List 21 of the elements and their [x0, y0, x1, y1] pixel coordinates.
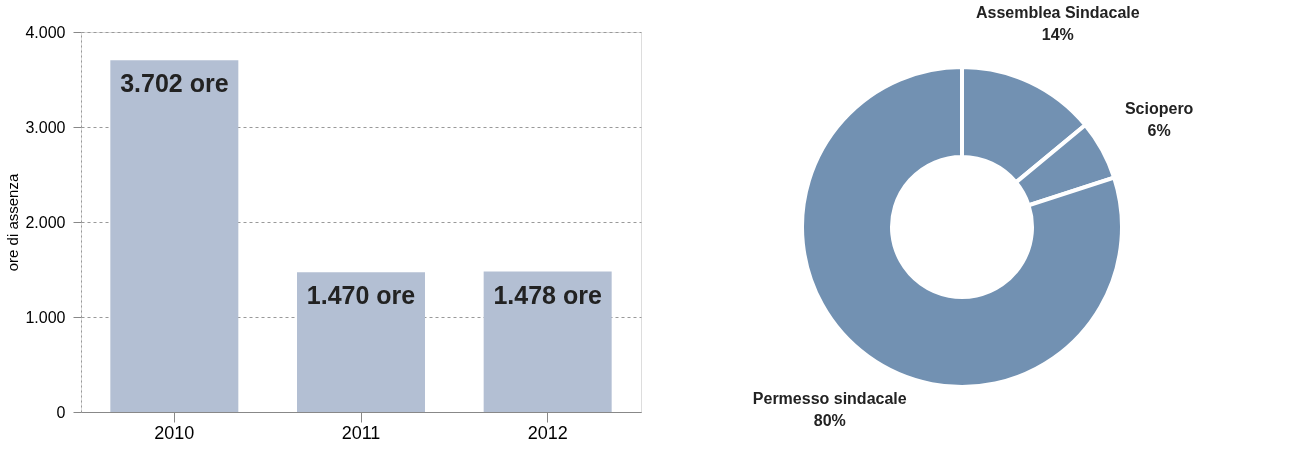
data-label: 1.478 ore — [493, 280, 602, 309]
x-tick-label: 2011 — [341, 422, 381, 443]
y-tick-label: 1.000 — [25, 308, 66, 326]
y-tick-label: 3.000 — [25, 118, 66, 136]
y-tick-label: 4.000 — [25, 23, 66, 41]
bar — [297, 272, 425, 412]
x-tick-label: 2010 — [154, 422, 195, 443]
y-tick-label: 2.000 — [25, 213, 66, 231]
data-label: 80% — [813, 412, 846, 430]
data-label: 6% — [1147, 121, 1171, 139]
data-label: 3.702 ore — [120, 69, 229, 98]
y-axis-title: ore di assenza — [4, 173, 22, 272]
y-tick-label: 0 — [56, 403, 66, 421]
slice-label: Assemblea Sindacale — [975, 4, 1140, 22]
data-label: 1.470 ore — [306, 281, 416, 310]
data-label: 14% — [1041, 26, 1074, 44]
bar — [483, 271, 612, 412]
bar — [110, 60, 239, 412]
slice-label: Permesso sindacale — [752, 390, 907, 408]
slice-label: Sciopero — [1124, 99, 1194, 117]
x-tick-label: 2012 — [527, 422, 568, 443]
